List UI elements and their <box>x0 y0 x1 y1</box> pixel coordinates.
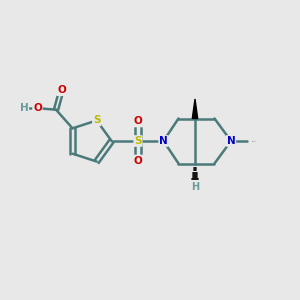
Text: H: H <box>20 103 28 113</box>
Text: O: O <box>134 155 142 166</box>
Text: H: H <box>191 182 199 192</box>
Text: O: O <box>134 116 142 127</box>
Text: S: S <box>134 136 142 146</box>
Polygon shape <box>192 99 198 118</box>
Text: methyl: methyl <box>251 140 256 142</box>
Text: N: N <box>226 136 236 146</box>
Text: N: N <box>159 136 168 146</box>
Text: O: O <box>33 103 42 113</box>
Text: S: S <box>93 116 100 125</box>
Text: O: O <box>57 85 66 95</box>
